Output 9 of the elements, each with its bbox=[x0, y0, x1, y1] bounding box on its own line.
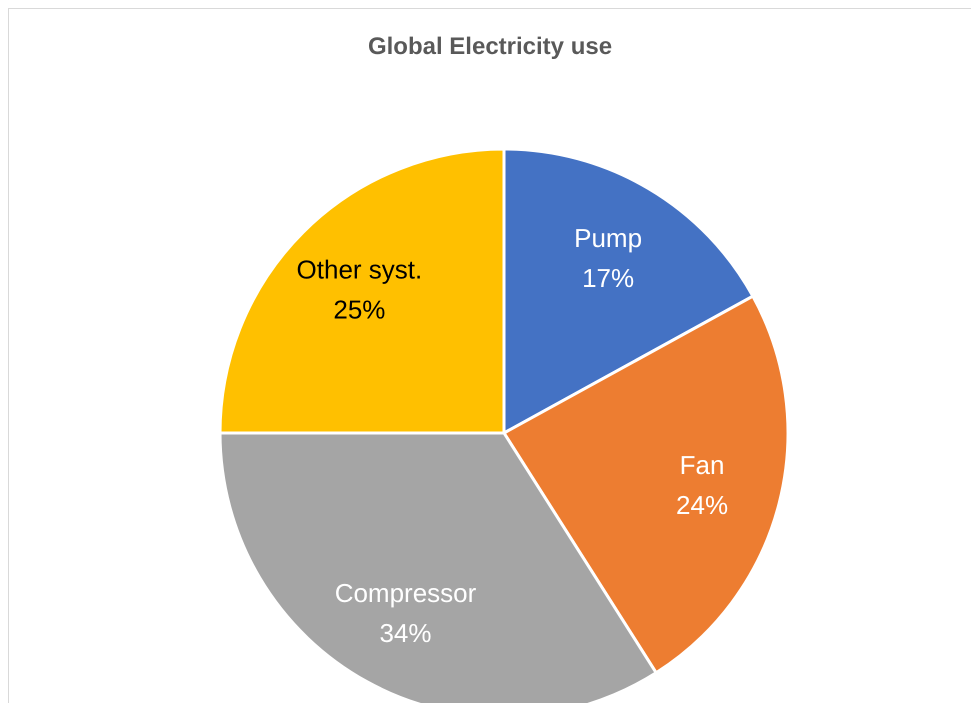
slice-label: Other syst. bbox=[296, 254, 422, 284]
chart-title: Global Electricity use bbox=[366, 33, 614, 61]
data-label: 17% bbox=[582, 262, 634, 293]
data-label: 24% bbox=[676, 490, 728, 520]
slice-label: Fan bbox=[680, 450, 724, 480]
slice-label: Compressor bbox=[334, 578, 477, 608]
data-label: 34% bbox=[379, 618, 432, 648]
data-label: 25% bbox=[333, 294, 386, 324]
slice-label: Pump bbox=[574, 222, 642, 253]
